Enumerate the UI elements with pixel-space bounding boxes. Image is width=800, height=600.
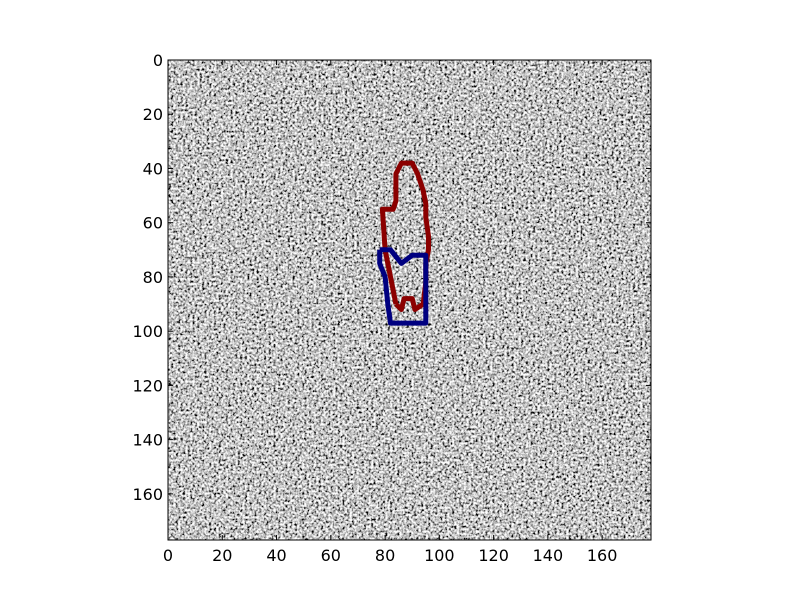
x-tick-label: 40: [266, 546, 286, 565]
x-tick-label: 80: [375, 546, 395, 565]
y-tick-label: 60: [143, 214, 163, 233]
x-tick-label: 120: [478, 546, 509, 565]
y-tick-label: 140: [132, 431, 163, 450]
x-axis: 0 20 40 60 80 100 120 140 160: [163, 60, 618, 565]
contour-line-2: [377, 247, 429, 326]
x-tick-label: 100: [424, 546, 455, 565]
axes-frame: [167, 59, 652, 541]
contour-line-1: [379, 160, 431, 312]
y-tick-label: 0: [153, 51, 163, 70]
y-tick-label: 20: [143, 105, 163, 124]
x-tick-label: 20: [212, 546, 232, 565]
x-tick-label: 60: [321, 546, 341, 565]
y-tick-label: 80: [143, 268, 163, 287]
y-tick-label: 160: [132, 485, 163, 504]
x-tick-label: 160: [587, 546, 618, 565]
x-tick-label: 0: [163, 546, 173, 565]
y-axis: 0 20 40 60 80 100 120 140 160: [132, 51, 651, 504]
y-tick-label: 40: [143, 159, 163, 178]
contour-group: [377, 160, 431, 326]
y-tick-label: 120: [132, 376, 163, 395]
y-tick-label: 100: [132, 322, 163, 341]
x-tick-label: 140: [533, 546, 564, 565]
